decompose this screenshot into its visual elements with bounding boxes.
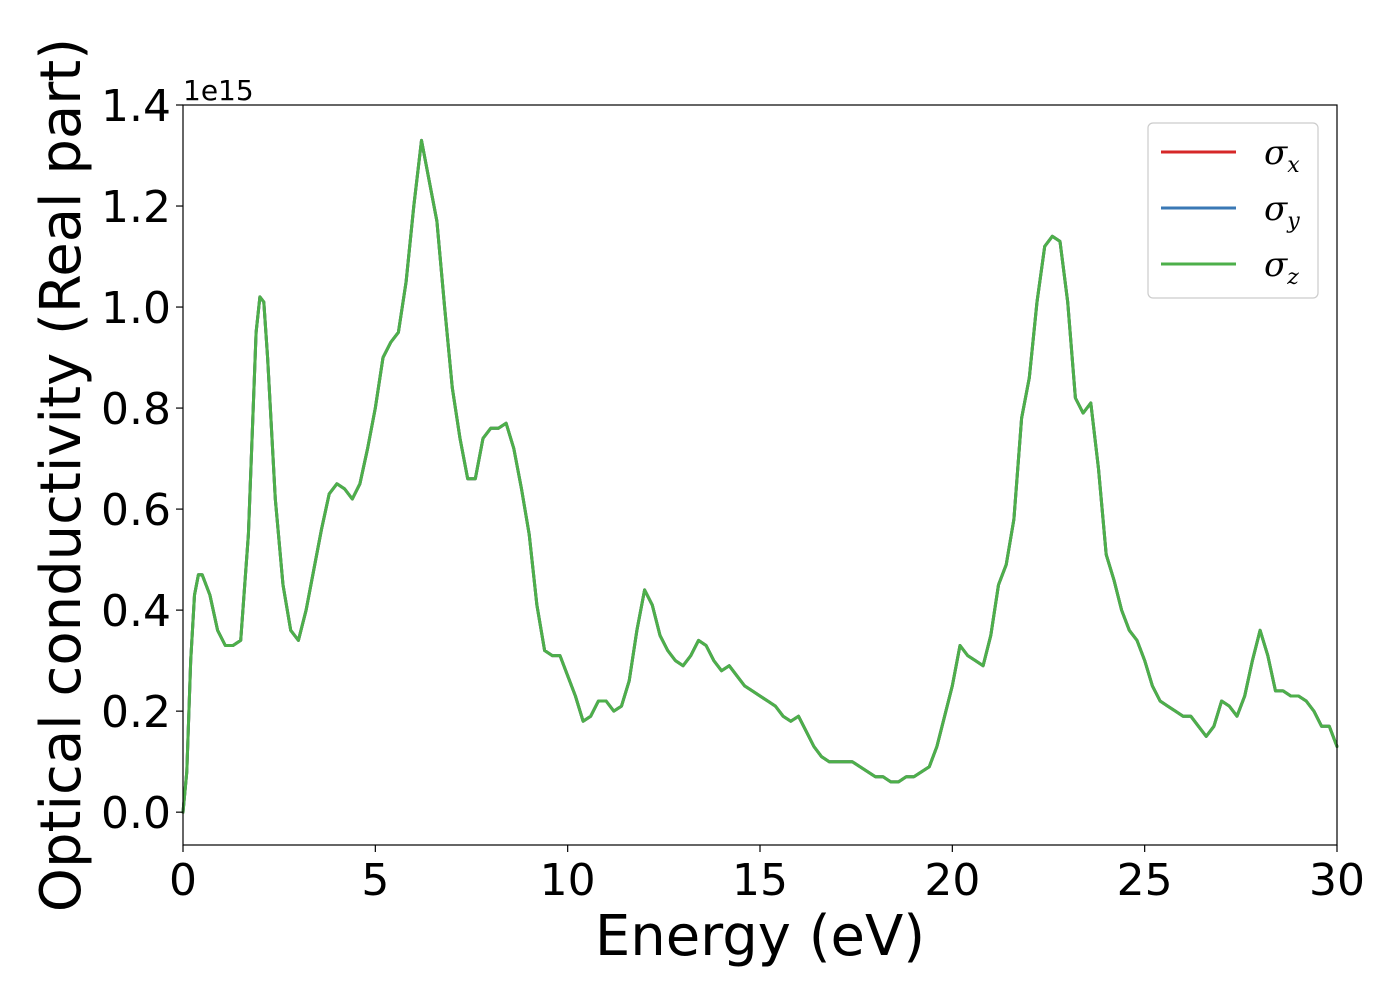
y-tick-label: 0.6 — [101, 485, 171, 536]
series-layer — [181, 138, 1339, 814]
y-tick-label: 1.2 — [101, 182, 171, 233]
y-tick-label: 0.4 — [101, 586, 171, 637]
x-axis: 0 5 10 15 20 25 30 — [169, 845, 1365, 906]
legend-box — [1147, 122, 1319, 299]
legend-label-y: σy — [1264, 189, 1300, 234]
x-tick-label: 10 — [540, 855, 596, 906]
y-axis-title: Optical conductivity (Real part) — [29, 38, 94, 912]
x-tick-label: 0 — [169, 855, 197, 906]
y-axis: 0.0 0.2 0.4 0.6 0.8 1.0 1.2 1.4 — [101, 81, 183, 839]
legend-label-x: σx — [1264, 133, 1300, 178]
x-tick-label: 25 — [1117, 855, 1173, 906]
x-axis-title: Energy (eV) — [595, 904, 925, 969]
y-tick-label: 1.4 — [101, 81, 171, 132]
x-tick-label: 30 — [1309, 855, 1365, 906]
y-offset-label: 1e15 — [183, 74, 254, 107]
y-tick-label: 0.2 — [101, 687, 171, 738]
y-tick-label: 1.0 — [101, 283, 171, 334]
legend: σx σy σz — [1147, 122, 1319, 299]
x-tick-label: 15 — [732, 855, 788, 906]
legend-label-z: σz — [1264, 245, 1299, 290]
x-tick-label: 5 — [361, 855, 389, 906]
y-tick-label: 0.8 — [101, 384, 171, 435]
y-tick-label: 0.0 — [101, 788, 171, 839]
x-tick-label: 20 — [924, 855, 980, 906]
series-line-z — [181, 138, 1339, 814]
